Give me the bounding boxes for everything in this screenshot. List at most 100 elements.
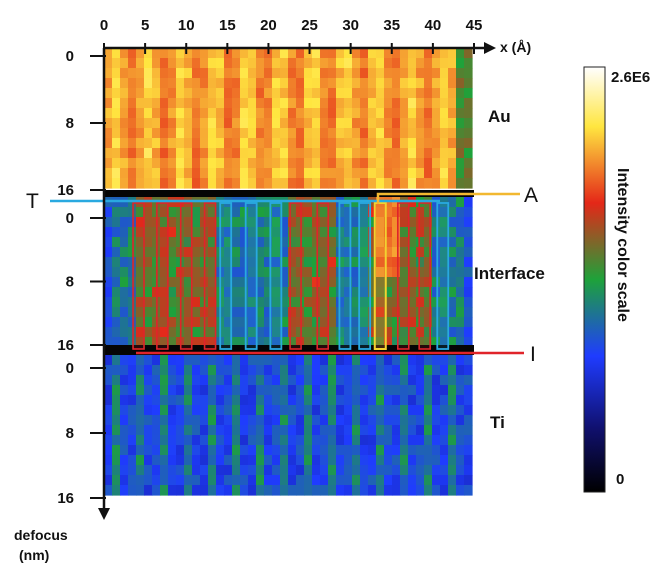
interface-cell — [120, 287, 129, 298]
ti-cell — [256, 395, 265, 406]
ti-cell — [248, 425, 257, 436]
au-cell — [192, 108, 201, 119]
au-cell — [160, 68, 169, 79]
interface-cell — [184, 237, 193, 248]
interface-cell — [464, 247, 473, 258]
au-cell — [400, 48, 409, 59]
interface-cell — [264, 197, 273, 208]
interface-cell — [400, 277, 409, 288]
interface-cell — [384, 297, 393, 308]
ti-cell — [280, 375, 289, 386]
interface-cell — [424, 277, 433, 288]
interface-cell — [280, 267, 289, 278]
interface-cell — [344, 237, 353, 248]
au-cell — [160, 98, 169, 109]
au-cell — [296, 168, 305, 179]
ti-cell — [352, 445, 361, 456]
interface-cell — [456, 197, 465, 208]
ti-cell — [392, 415, 401, 426]
ti-cell — [376, 455, 385, 466]
ti-cell — [280, 475, 289, 486]
au-cell — [464, 68, 473, 79]
au-cell — [224, 168, 233, 179]
ti-cell — [368, 405, 377, 416]
interface-cell — [408, 257, 417, 268]
interface-cell — [264, 317, 273, 328]
interface-cell — [280, 297, 289, 308]
au-cell — [392, 98, 401, 109]
ti-cell — [392, 395, 401, 406]
au-cell — [248, 168, 257, 179]
ti-cell — [248, 365, 257, 376]
interface-cell — [384, 267, 393, 278]
au-cell — [144, 148, 153, 159]
ti-cell — [280, 385, 289, 396]
ti-cell — [304, 405, 313, 416]
ti-cell — [400, 375, 409, 386]
ti-cell — [456, 435, 465, 446]
au-cell — [448, 58, 457, 69]
interface-cell — [456, 217, 465, 228]
ti-cell — [336, 475, 345, 486]
ti-cell — [424, 465, 433, 476]
interface-cell — [344, 307, 353, 318]
ti-cell — [216, 425, 225, 436]
ti-cell — [288, 475, 297, 486]
interface-cell — [392, 237, 401, 248]
au-cell — [392, 168, 401, 179]
interface-cell — [224, 207, 233, 218]
au-cell — [240, 138, 249, 149]
ti-cell — [200, 475, 209, 486]
au-cell — [184, 68, 193, 79]
ti-cell — [408, 395, 417, 406]
au-cell — [112, 168, 121, 179]
interface-cell — [304, 277, 313, 288]
ti-cell — [104, 355, 113, 366]
ti-cell — [112, 355, 121, 366]
interface-cell — [344, 277, 353, 288]
au-cell — [424, 148, 433, 159]
interface-cell — [360, 287, 369, 298]
au-cell — [432, 138, 441, 149]
interface-cell — [120, 237, 129, 248]
ti-cell — [312, 395, 321, 406]
ti-cell — [296, 435, 305, 446]
ti-cell — [224, 395, 233, 406]
au-cell — [264, 118, 273, 129]
au-cell — [464, 98, 473, 109]
interface-cell — [144, 297, 153, 308]
au-cell — [216, 158, 225, 169]
ti-cell — [192, 485, 201, 496]
interface-cell — [352, 247, 361, 258]
au-cell — [264, 138, 273, 149]
interface-cell — [400, 287, 409, 298]
au-cell — [136, 138, 145, 149]
interface-cell — [112, 277, 121, 288]
interface-cell — [224, 327, 233, 338]
au-cell — [128, 68, 137, 79]
interface-cell — [416, 207, 425, 218]
au-cell — [384, 108, 393, 119]
au-cell — [464, 108, 473, 119]
au-cell — [320, 88, 329, 99]
ti-cell — [184, 455, 193, 466]
x-tick-label: 15 — [219, 17, 236, 34]
au-cell — [192, 148, 201, 159]
au-cell — [280, 178, 289, 189]
au-cell — [320, 58, 329, 69]
colorbar: 2.6E6 0 Intensity color scale — [583, 66, 650, 493]
au-cell — [368, 178, 377, 189]
ti-cell — [400, 415, 409, 426]
interface-cell — [368, 207, 377, 218]
interface-cell — [416, 327, 425, 338]
interface-cell — [392, 317, 401, 328]
ti-cell — [352, 365, 361, 376]
au-cell — [392, 48, 401, 59]
ti-cell — [192, 395, 201, 406]
interface-cell — [352, 197, 361, 208]
x-tick-label: 0 — [100, 17, 108, 34]
interface-cell — [344, 227, 353, 238]
au-cell — [152, 58, 161, 69]
au-cell — [232, 178, 241, 189]
ti-cell — [368, 415, 377, 426]
